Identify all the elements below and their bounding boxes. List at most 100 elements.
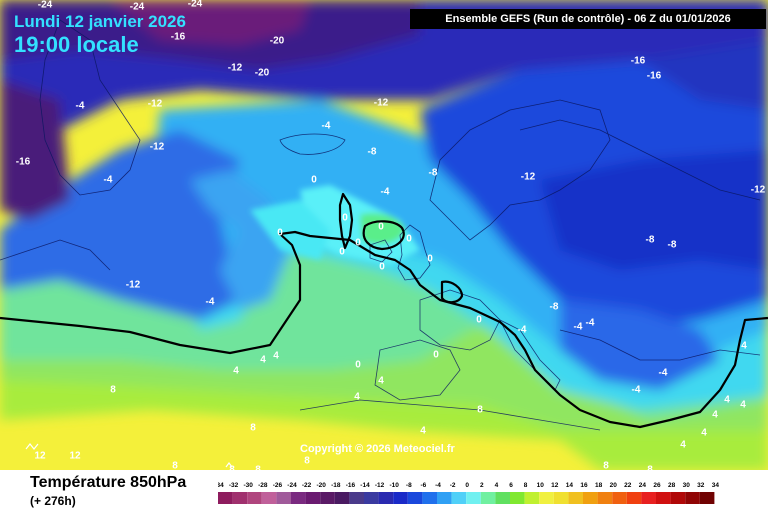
legend-footer: Température 850hPa (+ 276h) -34-32-30-28… (0, 470, 768, 512)
scale-tick-label: -4 (435, 482, 441, 489)
isotherm-label: 4 (378, 376, 384, 387)
isotherm-label: -4 (518, 325, 527, 336)
scale-tick-label: 24 (639, 482, 647, 489)
isotherm-label: -8 (646, 235, 655, 246)
scale-swatch (232, 492, 248, 504)
scale-tick-label: -6 (421, 482, 427, 489)
run-info-banner: Ensemble GEFS (Run de contrôle) - 06 Z d… (410, 9, 766, 29)
isotherm-label: 4 (712, 410, 718, 421)
isotherm-label: 4 (724, 395, 730, 406)
scale-tick-label: 14 (566, 482, 574, 489)
isotherm-label: -20 (255, 68, 270, 79)
scale-tick-label: -22 (302, 482, 312, 489)
scale-swatch (451, 492, 467, 504)
scale-swatch (422, 492, 437, 504)
isotherm-label: -4 (381, 187, 390, 198)
isotherm-label: 8 (477, 405, 483, 416)
isotherm-label: -8 (550, 302, 559, 313)
scale-swatch (305, 492, 321, 504)
scale-swatch (568, 492, 583, 504)
scale-tick-label: 34 (712, 482, 720, 489)
scale-swatch (539, 492, 554, 504)
isotherm-label: 0 (433, 350, 439, 361)
isotherm-label: -24 (38, 0, 53, 11)
isotherm-label: 4 (354, 392, 360, 403)
freezing-isotherm (0, 192, 768, 429)
isotherm-label: 8 (250, 423, 256, 434)
scale-swatch (218, 492, 233, 504)
isotherm-label: -4 (104, 175, 113, 186)
isotherm-label: 8 (255, 465, 261, 470)
scale-swatch (393, 492, 408, 504)
scale-tick-label: 22 (624, 482, 632, 489)
isotherm-label: 4 (680, 440, 686, 451)
isotherm-label: -4 (632, 385, 641, 396)
isotherm-label: -8 (668, 240, 677, 251)
isotherm-label: 12 (69, 451, 81, 462)
scale-tick-label: 16 (580, 482, 588, 489)
scale-tick-label: 8 (524, 482, 528, 489)
scale-swatch (626, 492, 642, 504)
scale-swatch (524, 492, 540, 504)
forecast-date: Lundi 12 janvier 2026 (14, 12, 186, 31)
isotherm-label: 8 (172, 461, 178, 470)
isotherm-label: 12 (34, 451, 46, 462)
scale-swatch (656, 492, 671, 504)
isotherm-label: -24 (188, 0, 203, 10)
coastlines (0, 19, 761, 431)
scale-tick-label: 20 (610, 482, 618, 489)
isotherm-label: 8 (110, 385, 116, 396)
isotherm-label: 0 (379, 262, 385, 273)
isotherm-label: 0 (339, 247, 345, 258)
temperature-map: -24 -24 -24-16 -20-12 -20-16-16-4 -12 -12-4-12… (0, 0, 768, 470)
forecast-local-time: 19:00 locale (14, 32, 139, 57)
isotherm-label: -4 (574, 322, 583, 333)
scale-tick-label: -18 (331, 482, 341, 489)
scale-tick-label: -30 (243, 482, 253, 489)
scale-tick-label: 12 (551, 482, 559, 489)
scale-tick-label: 26 (653, 482, 661, 489)
scale-swatch (510, 492, 525, 504)
isotherm-label: 8 (304, 456, 310, 467)
scale-tick-label: -12 (375, 482, 385, 489)
scale-swatch (320, 492, 335, 504)
scale-tick-label: -24 (287, 482, 297, 489)
isotherm-label: 0 (311, 175, 317, 186)
isotherm-label: 0 (342, 213, 348, 224)
scale-swatch (247, 492, 262, 504)
isotherm-label: -12 (374, 98, 389, 109)
isotherm-label: 4 (233, 366, 239, 377)
scale-swatch (378, 492, 394, 504)
isotherm-label: 8 (603, 461, 609, 470)
isotherm-label: -4 (322, 121, 331, 132)
isotherm-label: 0 (355, 238, 361, 249)
temperature-field (0, 0, 768, 470)
isotherm-label: 8 (229, 465, 235, 470)
isotherm-label: 4 (701, 428, 707, 439)
isotherm-label: 0 (427, 254, 433, 265)
scale-swatch (437, 492, 452, 504)
isotherm-label: -4 (206, 297, 215, 308)
scale-tick-label: 10 (537, 482, 545, 489)
isotherm-label: -12 (126, 280, 141, 291)
scale-tick-label: -32 (229, 482, 239, 489)
isotherm-label: 4 (741, 341, 747, 352)
scale-tick-label: -28 (258, 482, 268, 489)
scale-tick-label: 6 (509, 482, 513, 489)
isotherm-label: 0 (378, 222, 384, 233)
scale-swatch (495, 492, 510, 504)
scale-tick-label: 4 (495, 482, 499, 489)
isotherm-label: 0 (406, 234, 412, 245)
isotherm-label: -8 (429, 168, 438, 179)
scale-tick-label: 18 (595, 482, 603, 489)
isotherm-label: -8 (368, 147, 377, 158)
scale-tick-label: -20 (316, 482, 326, 489)
scale-swatch (612, 492, 627, 504)
isotherm-label: -16 (647, 71, 662, 82)
scale-tick-label: -34 (218, 482, 224, 489)
parameter-title: Température 850hPa (30, 474, 187, 491)
scale-tick-label: 30 (683, 482, 691, 489)
isotherm-label: -16 (171, 32, 186, 43)
scale-swatch (364, 492, 379, 504)
isotherm-label: -4 (586, 318, 595, 329)
